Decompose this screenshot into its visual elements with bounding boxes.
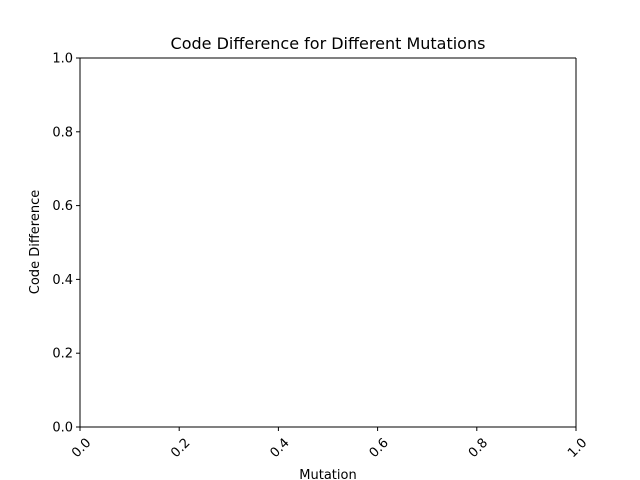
y-tick-label: 0.6 (52, 199, 73, 214)
y-tick-label: 0.8 (52, 125, 73, 140)
axes-background (80, 58, 576, 427)
y-tick-label: 0.0 (52, 421, 73, 436)
y-tick-label: 0.2 (52, 347, 73, 362)
x-axis-label: Mutation (299, 468, 356, 480)
chart-title: Code Difference for Different Mutations (171, 34, 486, 53)
y-axis-ticks: 0.0 0.2 0.4 0.6 0.8 1.0 (52, 52, 80, 436)
y-axis-label: Code Difference (28, 190, 43, 294)
plot-area (80, 58, 576, 427)
axes-frame (79, 57, 577, 428)
y-tick-label: 1.0 (52, 52, 73, 67)
y-tick-label: 0.4 (52, 273, 73, 288)
